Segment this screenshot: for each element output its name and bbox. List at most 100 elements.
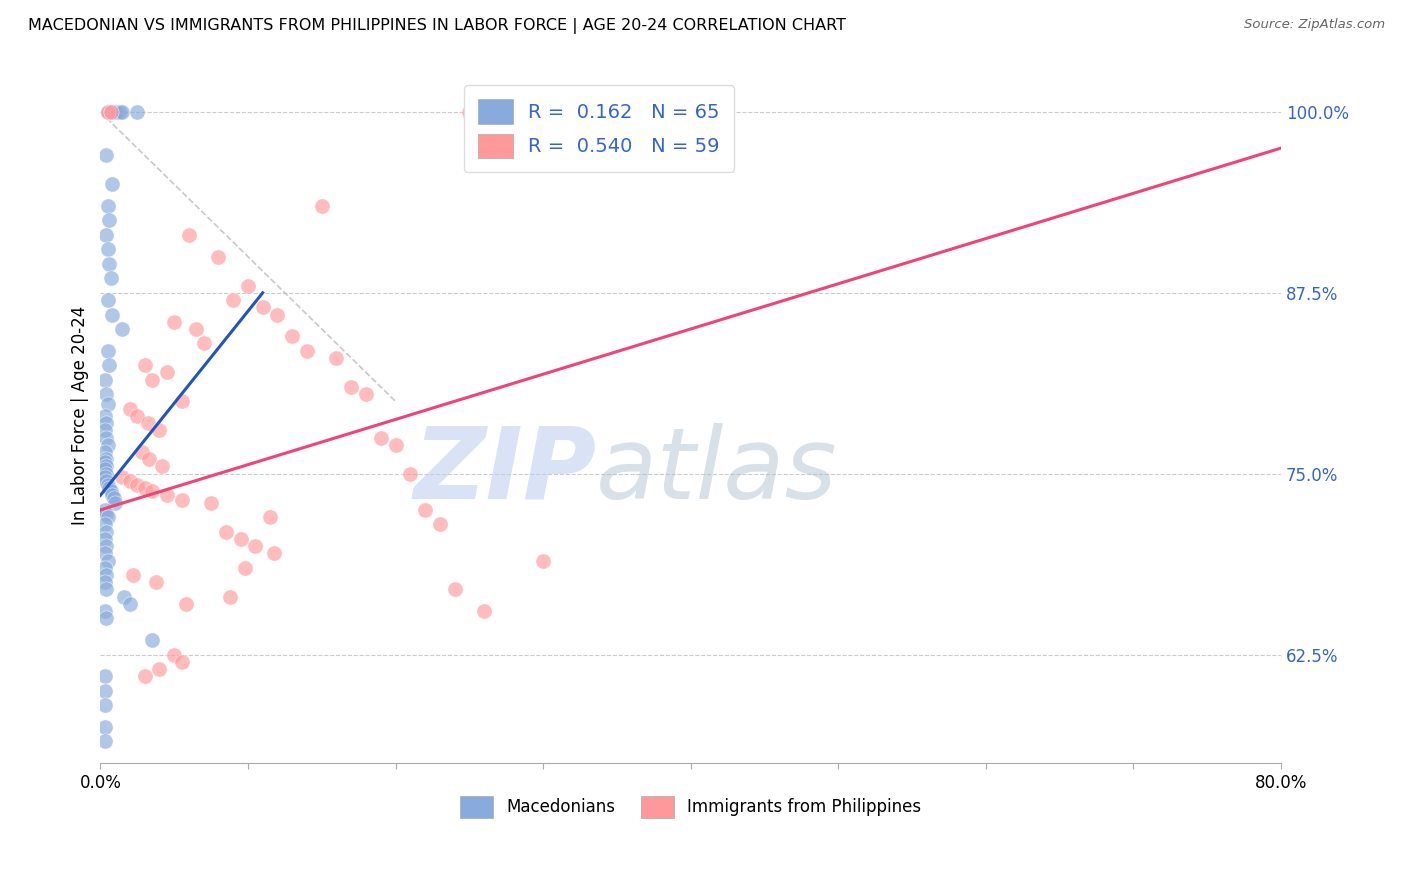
Point: [207, 250, 229, 264]
Point: [97, 104, 120, 119]
Point: [94, 683, 117, 698]
Point: [94, 469, 117, 483]
Point: [94, 698, 117, 713]
Point: [177, 227, 200, 242]
Point: [370, 431, 392, 445]
Point: [96, 416, 118, 430]
Point: [384, 438, 406, 452]
Point: [145, 575, 167, 590]
Point: [127, 104, 149, 119]
Point: [259, 510, 281, 524]
Point: [141, 373, 163, 387]
Point: [429, 517, 451, 532]
Point: [94, 546, 117, 560]
Point: [266, 308, 288, 322]
Point: [96, 582, 118, 597]
Point: [118, 597, 141, 611]
Point: [233, 561, 256, 575]
Point: [97, 438, 120, 452]
Point: [156, 366, 179, 380]
Point: [97, 553, 120, 567]
Point: [111, 104, 134, 119]
Point: [193, 336, 215, 351]
Point: [97, 478, 120, 492]
Point: [96, 611, 118, 625]
Point: [94, 423, 117, 437]
Point: [94, 462, 117, 476]
Point: [94, 734, 117, 748]
Point: [97, 199, 120, 213]
Point: [97, 510, 120, 524]
Point: [295, 343, 318, 358]
Point: [472, 604, 495, 618]
Point: [163, 648, 186, 662]
Point: [100, 271, 122, 285]
Legend: Macedonians, Immigrants from Philippines: Macedonians, Immigrants from Philippines: [453, 789, 928, 824]
Point: [112, 590, 135, 604]
Point: [148, 423, 170, 437]
Point: [94, 455, 117, 469]
Text: Source: ZipAtlas.com: Source: ZipAtlas.com: [1244, 18, 1385, 31]
Point: [103, 104, 125, 119]
Point: [219, 590, 242, 604]
Point: [236, 278, 259, 293]
Point: [311, 199, 333, 213]
Point: [96, 227, 118, 242]
Point: [96, 459, 118, 474]
Point: [134, 358, 156, 372]
Point: [96, 507, 118, 521]
Point: [118, 474, 141, 488]
Point: [94, 720, 117, 734]
Point: [96, 568, 118, 582]
Text: MACEDONIAN VS IMMIGRANTS FROM PHILIPPINES IN LABOR FORCE | AGE 20-24 CORRELATION: MACEDONIAN VS IMMIGRANTS FROM PHILIPPINE…: [28, 18, 846, 34]
Text: atlas: atlas: [596, 423, 838, 520]
Point: [443, 582, 465, 597]
Point: [222, 293, 245, 307]
Point: [94, 503, 117, 517]
Point: [186, 322, 208, 336]
Point: [141, 484, 163, 499]
Point: [458, 104, 481, 119]
Point: [170, 394, 193, 409]
Point: [127, 478, 149, 492]
Point: [111, 469, 134, 483]
Point: [94, 575, 117, 590]
Point: [136, 416, 159, 430]
Point: [531, 553, 554, 567]
Point: [148, 662, 170, 676]
Point: [94, 517, 117, 532]
Point: [150, 459, 173, 474]
Point: [163, 315, 186, 329]
Point: [340, 380, 363, 394]
Point: [118, 401, 141, 416]
Point: [100, 484, 122, 499]
Point: [97, 293, 120, 307]
Point: [96, 148, 118, 162]
Point: [96, 524, 118, 539]
Point: [281, 329, 304, 343]
Point: [97, 243, 120, 257]
Point: [98, 257, 121, 271]
Point: [96, 452, 118, 467]
Point: [97, 343, 120, 358]
Point: [94, 445, 117, 459]
Point: [97, 397, 120, 411]
Point: [98, 481, 121, 495]
Point: [108, 104, 131, 119]
Point: [96, 387, 118, 401]
Point: [94, 561, 117, 575]
Point: [111, 322, 134, 336]
Point: [101, 488, 124, 502]
Point: [413, 503, 436, 517]
Text: ZIP: ZIP: [413, 423, 596, 520]
Point: [97, 104, 120, 119]
Y-axis label: In Labor Force | Age 20-24: In Labor Force | Age 20-24: [72, 306, 89, 525]
Point: [103, 491, 125, 506]
Point: [174, 597, 197, 611]
Point: [94, 604, 117, 618]
Point: [94, 409, 117, 423]
Point: [134, 669, 156, 683]
Point: [245, 539, 267, 553]
Point: [96, 474, 118, 488]
Point: [100, 104, 122, 119]
